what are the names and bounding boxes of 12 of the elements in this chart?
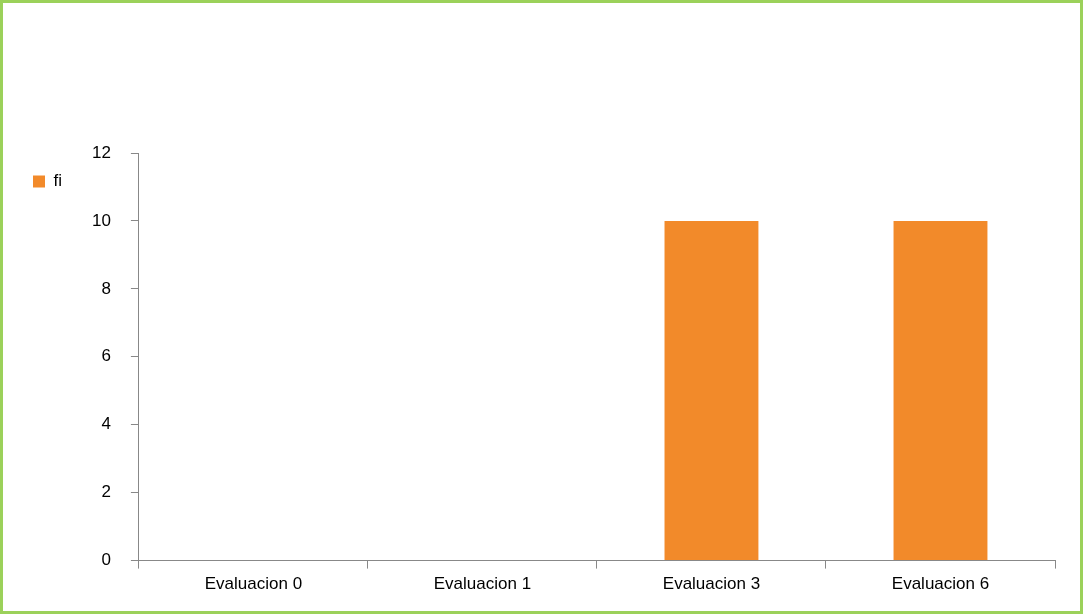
x-tick-label: Evaluacion 1	[433, 574, 532, 594]
legend-label: fi	[53, 171, 62, 191]
y-tick-label: 8	[101, 278, 111, 298]
x-tick-label: Evaluacion 6	[891, 574, 990, 594]
y-tick-label: 6	[101, 346, 111, 366]
y-tick-label: 10	[91, 210, 111, 230]
y-tick-label: 0	[101, 550, 111, 570]
x-tick-label: Evaluacion 3	[662, 574, 761, 594]
y-tick-label: 12	[91, 142, 111, 162]
y-tick-label: 2	[101, 482, 111, 502]
x-tick-label: Evaluacion 0	[204, 574, 303, 594]
y-tick-label: 4	[101, 414, 111, 434]
